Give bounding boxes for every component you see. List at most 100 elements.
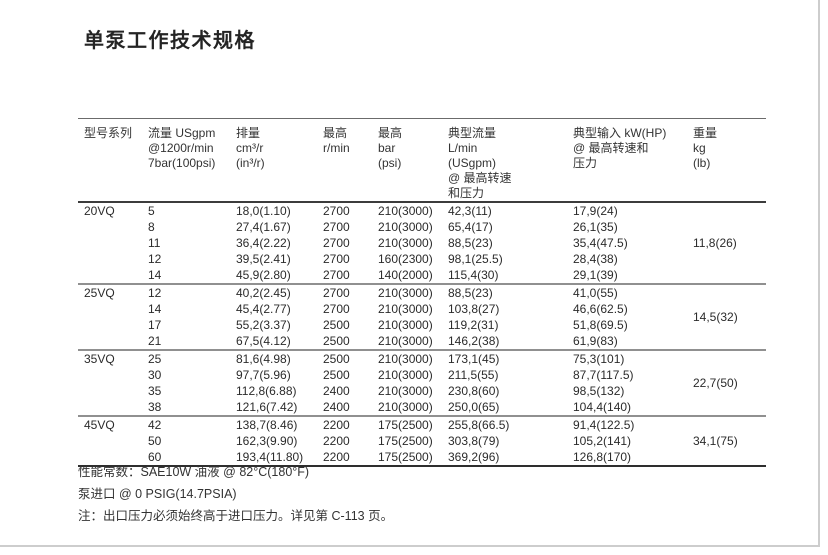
cell: 126,8(170): [573, 450, 632, 464]
table-row: 50 162,3(9.90) 2200 175(2500) 303,8(79) …: [78, 433, 766, 449]
cell: 2700: [323, 268, 350, 282]
cell: 146,2(38): [448, 334, 500, 348]
cell: 29,1(39): [573, 268, 618, 282]
group-25vq: 25VQ 12 40,2(2.45) 2700 210(3000) 88,5(2…: [78, 283, 766, 350]
note-pump-inlet: 泵进口 @ 0 PSIG(14.7PSIA): [78, 487, 237, 501]
cell: 51,8(69.5): [573, 318, 628, 332]
cell: 88,5(23): [448, 283, 573, 301]
cell: 175(2500): [378, 450, 433, 464]
weight-cell: 34,1(75): [693, 415, 766, 466]
cell: 98,5(132): [573, 384, 625, 398]
cell: 88,5(23): [448, 236, 493, 250]
cell: 2700: [323, 220, 350, 234]
cell: 2200: [323, 450, 350, 464]
cell: 210(3000): [378, 384, 433, 398]
weight-cell: 22,7(50): [693, 349, 766, 416]
col-header-weight: 重量 kg (lb): [693, 126, 718, 170]
cell: 175(2500): [378, 434, 433, 448]
cell: 35,4(47.5): [573, 236, 628, 250]
group-35vq: 35VQ 25 81,6(4.98) 2500 210(3000) 173,1(…: [78, 349, 766, 416]
cell: 46,6(62.5): [573, 302, 628, 316]
cell: 210(3000): [378, 302, 433, 316]
cell: 18,0(1.10): [236, 204, 291, 218]
document-page: 单泵工作技术规格 型号系列 流量 USgpm @1200r/min 7bar(1…: [0, 0, 820, 547]
cell: 41,0(55): [573, 283, 693, 301]
group-45vq: 45VQ 42 138,7(8.46) 2200 175(2500) 255,8…: [78, 415, 766, 466]
cell: 119,2(31): [448, 318, 499, 332]
cell: 45,4(2.77): [236, 302, 291, 316]
weight-cell: 11,8(26): [693, 236, 737, 250]
cell: 175(2500): [378, 415, 448, 433]
cell: 36,4(2.22): [236, 236, 291, 250]
cell: 193,4(11.80): [236, 450, 304, 464]
page-title: 单泵工作技术规格: [84, 30, 256, 52]
cell: 30: [148, 368, 162, 382]
cell: 98,1(25.5): [448, 252, 503, 266]
cell: 50: [148, 434, 162, 448]
cell: 2200: [323, 434, 350, 448]
cell: 173,1(45): [448, 349, 573, 367]
header-row: 型号系列 流量 USgpm @1200r/min 7bar(100psi) 排量…: [78, 119, 766, 202]
cell: 138,7(8.46): [236, 415, 323, 433]
model-cell: 45VQ: [78, 415, 148, 466]
cell: 210(3000): [378, 236, 433, 250]
cell: 210(3000): [378, 283, 448, 301]
table-row: 8 27,4(1.67) 2700 210(3000) 65,4(17) 26,…: [78, 219, 766, 235]
cell: 39,5(2.41): [236, 252, 291, 266]
model-cell: 25VQ: [78, 283, 148, 350]
model-cell: 20VQ: [84, 204, 115, 218]
cell: 210(3000): [378, 220, 433, 234]
weight-cell: 14,5(32): [693, 283, 766, 350]
col-header-typical-input: 典型输入 kW(HP) @ 最高转速和 压力: [573, 126, 667, 170]
cell: 255,8(66.5): [448, 415, 573, 433]
table-row: 38 121,6(7.42) 2400 210(3000) 250,0(65) …: [78, 399, 766, 416]
cell: 160(2300): [378, 252, 433, 266]
cell: 40,2(2.45): [236, 283, 323, 301]
note-performance-constants: 性能常数：SAE10W 油液 @ 82°C(180°F): [78, 465, 310, 479]
note-outlet-pressure: 注：出口压力必须始终高于进口压力。详见第 C-113 页。: [78, 509, 394, 523]
cell: 26,1(35): [573, 220, 618, 234]
cell: 2700: [323, 252, 350, 266]
cell: 112,8(6.88): [236, 384, 297, 398]
cell: 61,9(83): [573, 334, 618, 348]
table-row: 14 45,9(2.80) 2700 140(2000) 115,4(30) 2…: [78, 267, 766, 284]
cell: 87,7(117.5): [573, 368, 634, 382]
col-header-model: 型号系列: [84, 126, 133, 140]
table-row: 60 193,4(11.80) 2200 175(2500) 369,2(96)…: [78, 449, 766, 466]
cell: 303,8(79): [448, 434, 500, 448]
cell: 250,0(65): [448, 400, 500, 414]
col-header-typical-flow: 典型流量 L/min (USgpm) @ 最高转速 和压力: [448, 126, 512, 200]
cell: 12: [148, 283, 236, 301]
cell: 67,5(4.12): [236, 334, 291, 348]
cell: 2200: [323, 415, 378, 433]
cell: 21: [148, 334, 162, 348]
cell: 2500: [323, 368, 350, 382]
cell: 38: [148, 400, 162, 414]
table-row: 35 112,8(6.88) 2400 210(3000) 230,8(60) …: [78, 383, 766, 399]
cell: 5: [148, 204, 155, 218]
cell: 162,3(9.90): [236, 434, 298, 448]
model-cell: 35VQ: [78, 349, 148, 416]
cell: 91,4(122.5): [573, 415, 693, 433]
cell: 2400: [323, 400, 350, 414]
cell: 2500: [323, 349, 378, 367]
cell: 45,9(2.80): [236, 268, 291, 282]
cell: 140(2000): [378, 268, 433, 282]
cell: 210(3000): [378, 349, 448, 367]
table-row: 21 67,5(4.12) 2500 210(3000) 146,2(38) 6…: [78, 333, 766, 350]
cell: 8: [148, 220, 155, 234]
cell: 115,4(30): [448, 268, 499, 282]
cell: 210(3000): [378, 400, 433, 414]
cell: 2700: [323, 302, 350, 316]
cell: 105,2(141): [573, 434, 632, 448]
cell: 11: [148, 236, 161, 250]
cell: 2500: [323, 334, 350, 348]
cell: 17,9(24): [573, 204, 618, 218]
col-header-flow: 流量 USgpm @1200r/min 7bar(100psi): [148, 126, 216, 170]
table-row: 25VQ 12 40,2(2.45) 2700 210(3000) 88,5(2…: [78, 283, 766, 350]
cell: 75,3(101): [573, 349, 693, 367]
cell: 81,6(4.98): [236, 349, 323, 367]
cell: 121,6(7.42): [236, 400, 298, 414]
cell: 103,8(27): [448, 302, 500, 316]
cell: 2700: [323, 204, 350, 218]
